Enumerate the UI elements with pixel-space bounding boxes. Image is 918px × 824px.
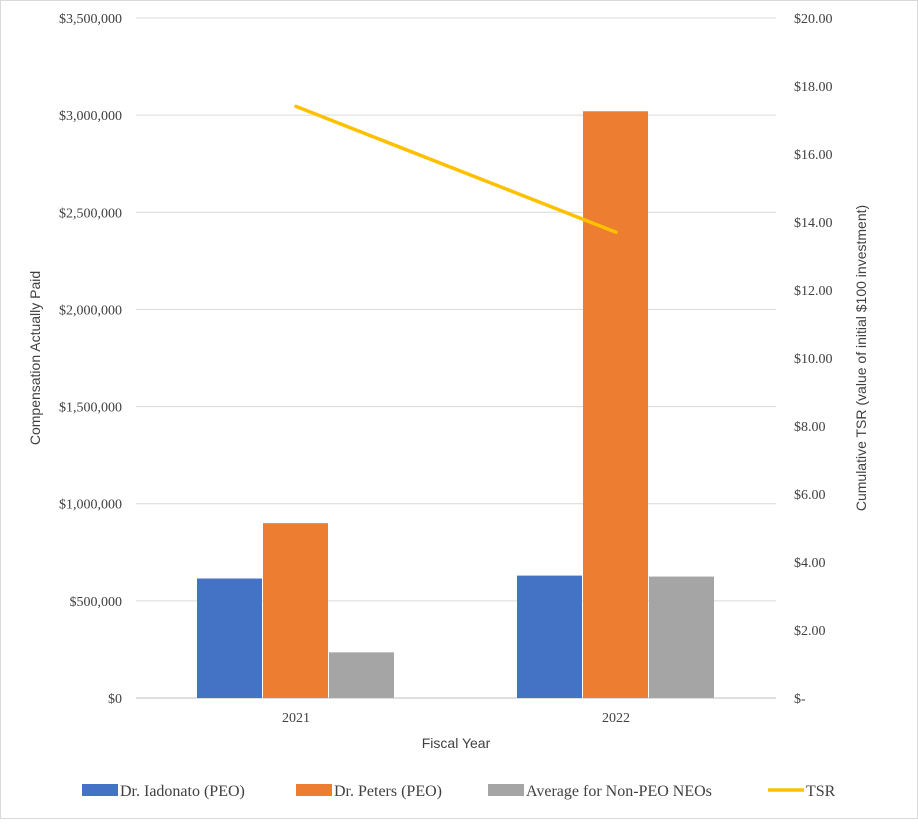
y2-tick-label: $10.00 (794, 352, 833, 367)
y2-tick-label: $6.00 (794, 488, 826, 503)
bar (517, 575, 582, 698)
legend-label: Average for Non-PEO NEOs (526, 783, 712, 800)
bar (583, 111, 648, 698)
x-tick-label: 2021 (282, 711, 310, 726)
legend: Dr. Iadonato (PEO) Dr. Peters (PEO) Averag… (82, 783, 836, 800)
y2-axis-title: Cumulative TSR (value of initial $100 in… (853, 205, 869, 511)
y-tick-label: $500,000 (70, 595, 123, 610)
y-tick-label: $0 (108, 692, 122, 707)
y2-tick-label: $16.00 (794, 148, 833, 163)
legend-label: Dr. Iadonato (PEO) (120, 783, 245, 800)
legend-swatch (488, 784, 524, 796)
y2-tick-label: $20.00 (794, 12, 833, 27)
bar (649, 576, 714, 698)
y2-tick-label: $18.00 (794, 80, 833, 95)
y2-tick-label: $- (794, 692, 806, 707)
bar (329, 652, 394, 698)
y2-tick-label: $8.00 (794, 420, 826, 435)
axes: Compensation Actually Paid Cumulative TS… (27, 12, 869, 751)
y-tick-label: $2,500,000 (59, 206, 122, 221)
x-axis-title: Fiscal Year (422, 735, 491, 751)
legend-label: Dr. Peters (PEO) (334, 783, 442, 800)
bars (197, 111, 714, 698)
y-tick-label: $1,000,000 (59, 498, 122, 513)
y2-tick-label: $14.00 (794, 216, 833, 231)
legend-swatch (82, 784, 118, 796)
line-series (294, 104, 618, 234)
y2-tick-label: $12.00 (794, 284, 833, 299)
y-tick-label: $3,000,000 (59, 109, 122, 124)
y-tick-label: $2,000,000 (59, 303, 122, 318)
legend-label: TSR (806, 783, 836, 800)
y2-tick-label: $2.00 (794, 624, 826, 639)
y-tick-label: $3,500,000 (59, 12, 122, 27)
y-tick-label: $1,500,000 (59, 401, 122, 416)
legend-swatch (296, 784, 332, 796)
bar (263, 523, 328, 698)
x-tick-label: 2022 (602, 711, 630, 726)
tsr-line (294, 104, 618, 234)
y-axis-title: Compensation Actually Paid (27, 271, 43, 445)
bar (197, 578, 262, 698)
y2-tick-label: $4.00 (794, 556, 826, 571)
